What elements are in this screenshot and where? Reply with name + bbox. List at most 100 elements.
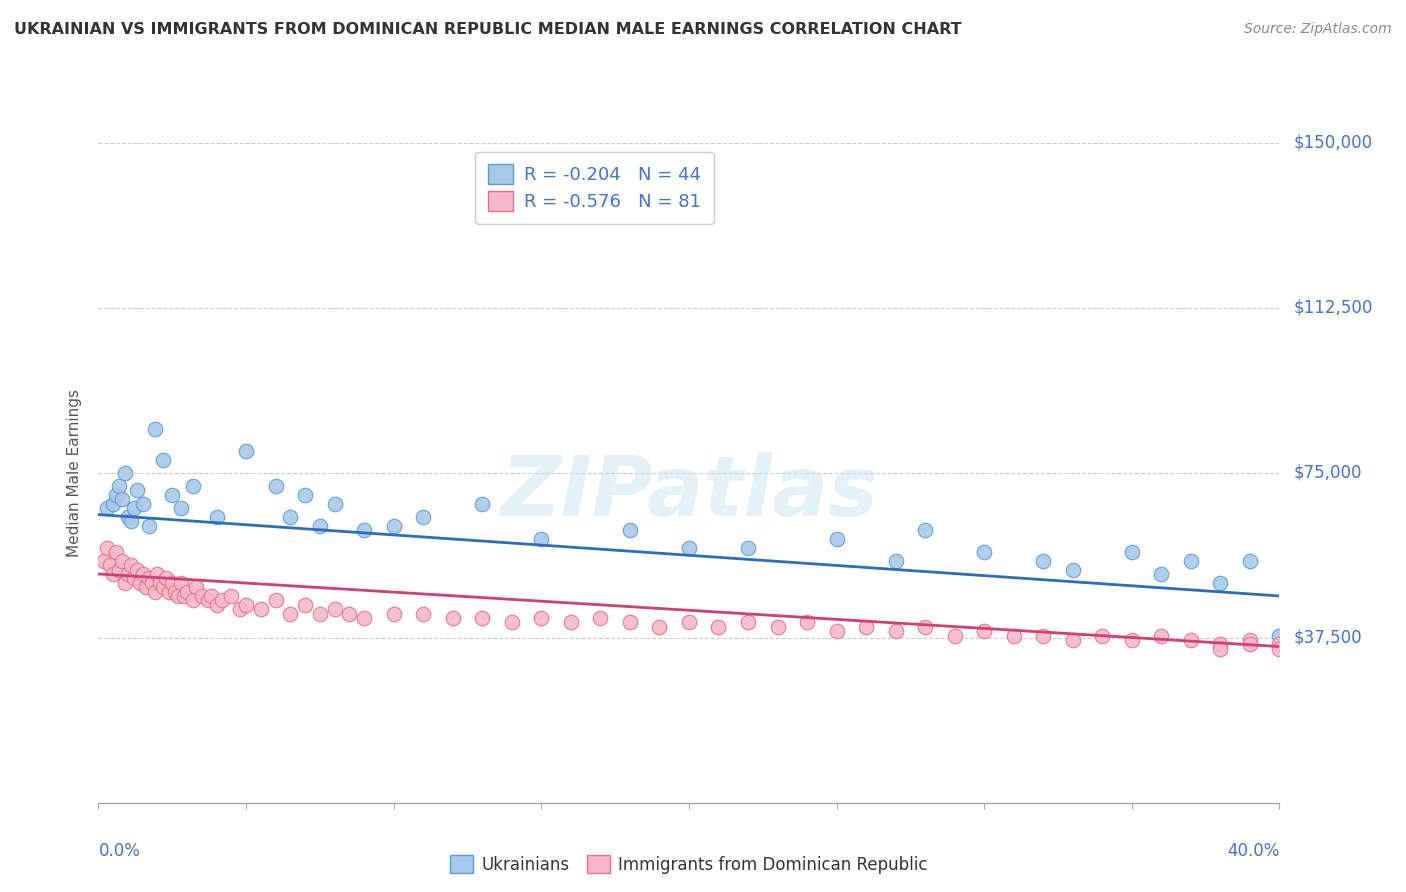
Point [117, 566, 139, 581]
Text: $37,500: $37,500 [1294, 629, 1362, 647]
Point [170, 500, 193, 515]
Point [1209, 641, 1232, 656]
Point [1032, 554, 1054, 568]
Y-axis label: Median Male Earnings: Median Male Earnings [67, 389, 83, 557]
Point [200, 589, 222, 603]
Point [294, 488, 316, 502]
Point [1121, 632, 1143, 647]
Point [1180, 554, 1202, 568]
Point [884, 554, 907, 568]
Point [412, 607, 434, 621]
Point [1209, 575, 1232, 590]
Point [1091, 629, 1114, 643]
Point [412, 509, 434, 524]
Point [98, 558, 121, 573]
Point [278, 509, 302, 524]
Point [181, 479, 204, 493]
Point [648, 620, 671, 634]
Point [235, 598, 257, 612]
Point [973, 545, 995, 559]
Point [309, 607, 332, 621]
Point [309, 518, 332, 533]
Point [530, 611, 553, 625]
Point [737, 541, 759, 555]
Point [323, 602, 346, 616]
Point [143, 584, 166, 599]
Point [382, 518, 405, 533]
Point [108, 563, 131, 577]
Point [128, 575, 150, 590]
Point [170, 575, 193, 590]
Point [250, 602, 273, 616]
Point [353, 523, 375, 537]
Point [264, 479, 287, 493]
Point [103, 497, 125, 511]
Point [501, 615, 523, 630]
Point [1002, 629, 1025, 643]
Point [973, 624, 995, 639]
Point [943, 629, 966, 643]
Point [219, 589, 242, 603]
Point [1268, 629, 1291, 643]
Point [1239, 554, 1261, 568]
Point [108, 479, 131, 493]
Point [138, 571, 160, 585]
Point [149, 575, 172, 590]
Point [796, 615, 818, 630]
Point [914, 523, 936, 537]
Point [96, 541, 118, 555]
Point [157, 584, 180, 599]
Text: $150,000: $150,000 [1294, 134, 1372, 152]
Point [117, 509, 139, 524]
Point [162, 575, 183, 590]
Point [138, 518, 160, 533]
Point [1150, 629, 1173, 643]
Point [120, 514, 142, 528]
Point [235, 443, 257, 458]
Point [1150, 566, 1173, 581]
Point [1121, 545, 1143, 559]
Point [737, 615, 759, 630]
Point [93, 554, 115, 568]
Point [122, 500, 145, 515]
Point [103, 566, 125, 581]
Point [1239, 637, 1261, 651]
Point [589, 611, 612, 625]
Point [125, 563, 148, 577]
Point [152, 452, 174, 467]
Point [678, 615, 700, 630]
Point [152, 580, 174, 594]
Point [619, 615, 641, 630]
Point [105, 545, 128, 559]
Point [337, 607, 360, 621]
Point [143, 422, 166, 436]
Point [441, 611, 464, 625]
Point [825, 532, 848, 546]
Point [471, 497, 494, 511]
Point [707, 620, 730, 634]
Point [141, 575, 163, 590]
Point [111, 554, 134, 568]
Point [323, 497, 346, 511]
Point [264, 593, 287, 607]
Text: $112,500: $112,500 [1294, 299, 1372, 317]
Point [766, 620, 789, 634]
Point [211, 593, 233, 607]
Point [135, 580, 157, 594]
Point [914, 620, 936, 634]
Point [167, 589, 190, 603]
Point [132, 497, 155, 511]
Point [560, 615, 582, 630]
Point [197, 593, 219, 607]
Point [176, 584, 198, 599]
Text: Source: ZipAtlas.com: Source: ZipAtlas.com [1244, 22, 1392, 37]
Point [294, 598, 316, 612]
Point [382, 607, 405, 621]
Point [205, 598, 228, 612]
Point [132, 566, 155, 581]
Point [146, 566, 169, 581]
Text: 40.0%: 40.0% [1227, 842, 1279, 860]
Point [162, 488, 183, 502]
Text: ZIPatlas: ZIPatlas [501, 452, 877, 533]
Point [619, 523, 641, 537]
